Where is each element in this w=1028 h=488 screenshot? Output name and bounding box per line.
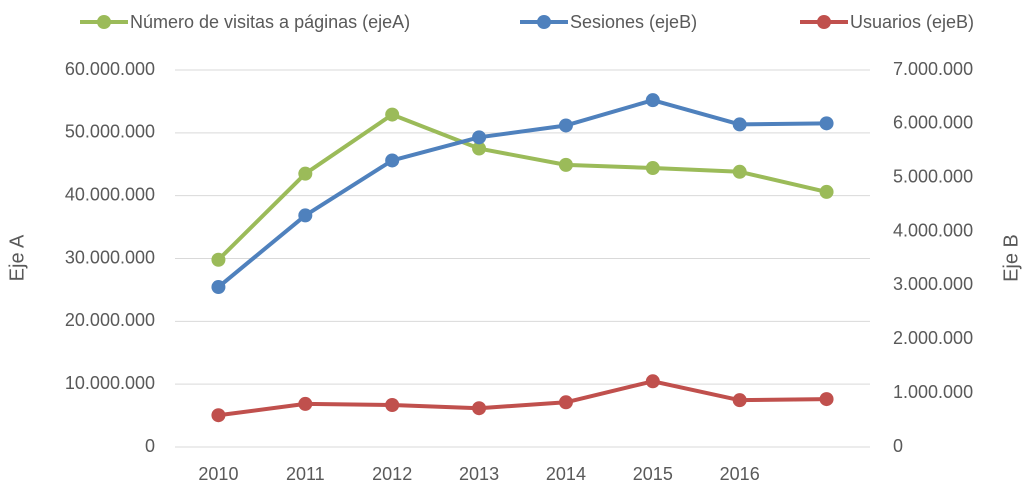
legend-label: Número de visitas a páginas (ejeA) — [130, 12, 410, 32]
series-line — [217, 112, 828, 262]
data-point — [645, 161, 660, 176]
y-axis-label: Eje A — [6, 234, 28, 281]
data-point — [732, 164, 747, 179]
data-point — [645, 93, 660, 108]
legend-label: Usuarios (ejeB) — [850, 12, 974, 32]
y-tick-label: 50.000.000 — [65, 122, 155, 142]
data-point — [211, 252, 226, 267]
data-point — [385, 397, 400, 412]
series-line — [217, 98, 827, 289]
y2-tick-label: 3.000.000 — [893, 274, 973, 294]
y-tick-label: 30.000.000 — [65, 247, 155, 267]
legend-label: Sesiones (ejeB) — [570, 12, 697, 32]
y2-tick-label: 7.000.000 — [893, 59, 973, 79]
y2-axis-label: Eje B — [1000, 234, 1022, 282]
y2-tick-label: 0 — [893, 436, 903, 456]
x-tick-label: 2012 — [372, 464, 412, 484]
data-point — [211, 408, 226, 423]
data-point — [472, 130, 487, 145]
data-point — [385, 153, 400, 168]
y2-tick-label: 1.000.000 — [893, 382, 973, 402]
x-tick-label: 2013 — [459, 464, 499, 484]
data-point — [298, 396, 313, 411]
legend-marker — [97, 15, 111, 29]
x-tick-label: 2016 — [720, 464, 760, 484]
data-point — [298, 166, 313, 181]
legend-marker — [817, 15, 831, 29]
data-point — [819, 116, 834, 131]
data-point — [385, 107, 400, 122]
y-tick-label: 10.000.000 — [65, 373, 155, 393]
y-tick-label: 60.000.000 — [65, 59, 155, 79]
series-line — [218, 379, 827, 418]
data-point — [472, 141, 487, 156]
legend-marker — [537, 15, 551, 29]
y2-tick-label: 2.000.000 — [893, 328, 973, 348]
data-point — [558, 118, 573, 133]
data-point — [558, 157, 573, 172]
x-tick-label: 2011 — [286, 464, 325, 484]
y2-tick-label: 4.000.000 — [893, 220, 973, 240]
data-point — [645, 374, 660, 389]
data-point — [732, 393, 747, 408]
data-point — [819, 184, 834, 199]
data-point — [558, 395, 573, 410]
data-point — [732, 117, 747, 132]
y-tick-label: 20.000.000 — [65, 310, 155, 330]
y2-tick-label: 6.000.000 — [893, 113, 973, 133]
x-tick-label: 2015 — [633, 464, 673, 484]
y-tick-label: 40.000.000 — [65, 184, 155, 204]
data-point — [211, 280, 226, 295]
y-tick-label: 0 — [145, 436, 155, 456]
data-point — [298, 208, 313, 223]
data-point — [472, 401, 487, 416]
x-tick-label: 2010 — [198, 464, 238, 484]
y2-tick-label: 5.000.000 — [893, 166, 973, 186]
x-tick-label: 2014 — [546, 464, 586, 484]
data-point — [819, 392, 834, 407]
